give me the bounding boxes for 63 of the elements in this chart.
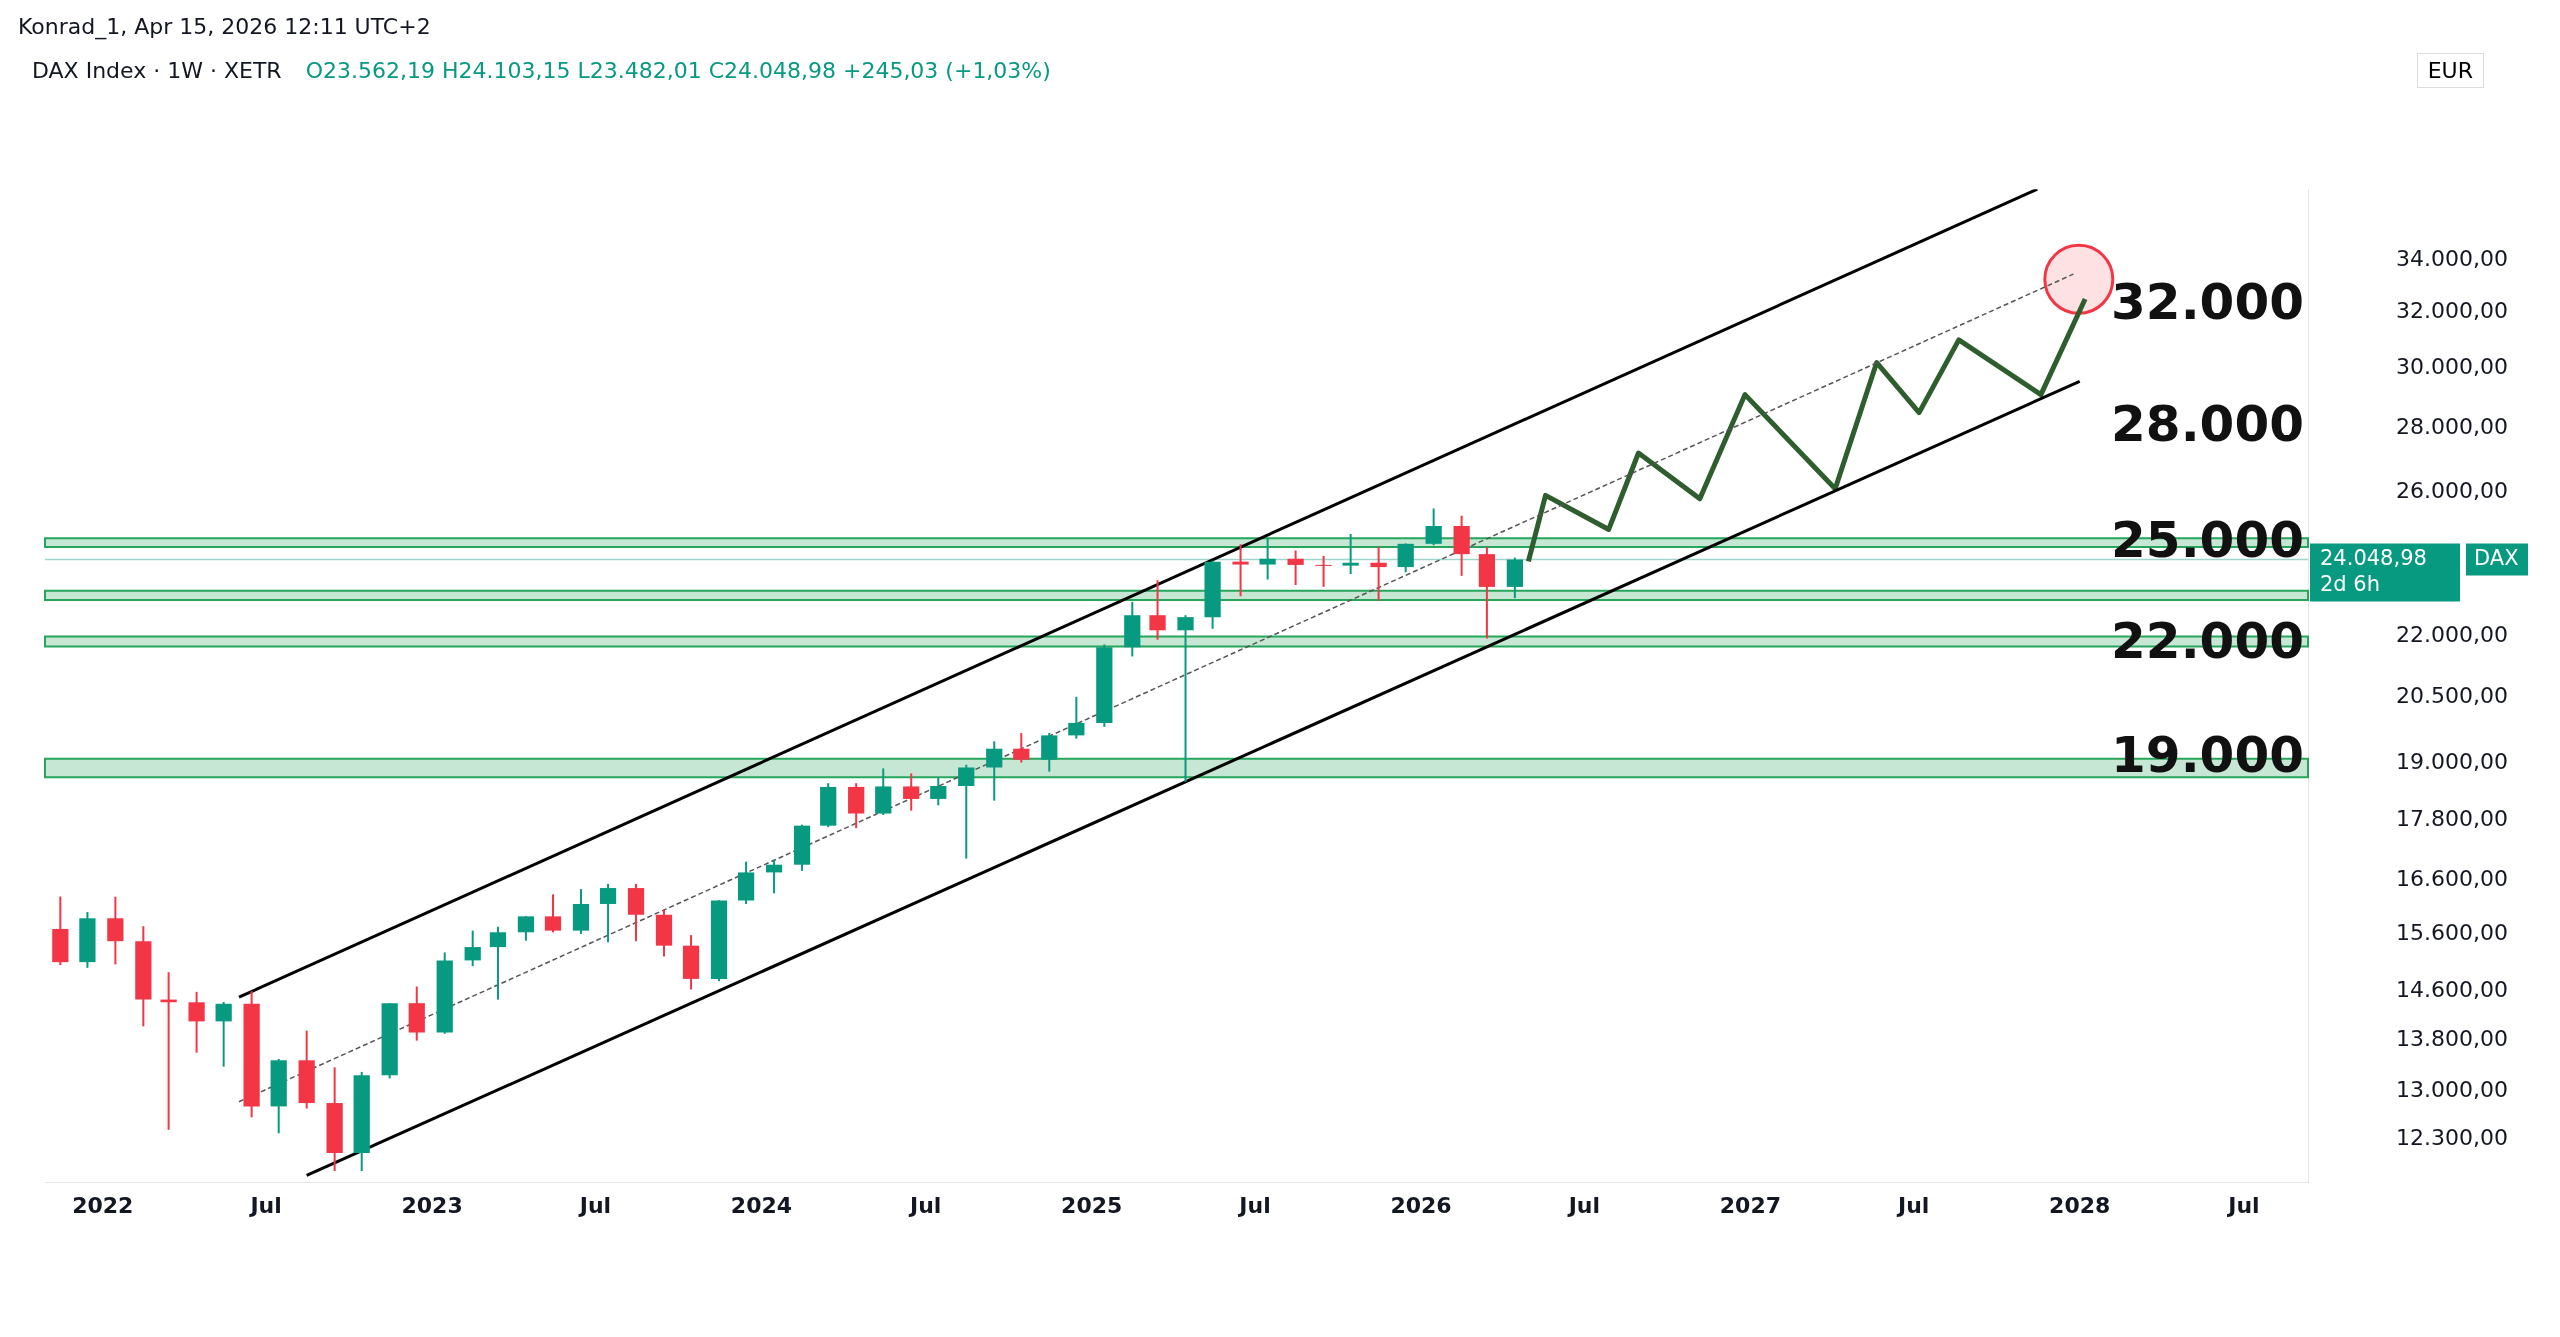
y-tick-label: 30.000,00 [2396,353,2508,379]
candlestick [517,915,535,942]
y-tick-label: 17.800,00 [2396,805,2508,831]
candlestick [903,772,920,812]
y-tick-label: 22.000,00 [2396,622,2508,648]
x-tick-label: Jul [1895,1192,1930,1218]
x-tick-label: 2028 [2049,1192,2111,1218]
text: Konrad_1, Apr 15, 2026 12:11 UTC+2 [17,13,432,42]
candlestick [215,1000,232,1068]
y-tick-label: 26.000,00 [2396,477,2508,503]
candlestick [599,882,617,944]
candlestick [1068,695,1085,740]
y-tick-label: 19.000,00 [2396,749,2508,775]
x-tick-label: Jul [1237,1192,1271,1218]
y-tick-label: 28.000,00 [2396,413,2508,439]
x-tick-label: Jul [577,1192,612,1218]
candlestick [107,895,124,966]
candlestick [930,776,947,807]
candlestick [1315,554,1332,588]
chart-subtitle: O23.562,19 H24.103,15 L23.482,01 C24.048,98 +245,03 (+1,03%) [305,58,1051,83]
text: 2d 6h [2320,571,2381,596]
candlestick [1342,532,1359,576]
candlestick [1425,507,1442,547]
x-tick-label: 2024 [730,1192,793,1218]
x-tick-label: 2023 [401,1192,463,1218]
x-tick-label: 2026 [1390,1192,1452,1218]
y-tick-label: 14.600,00 [2396,976,2508,1002]
candlestick [489,925,507,1001]
x-tick-label: Jul [2226,1192,2260,1218]
y-tick-label: 15.600,00 [2396,919,2508,945]
y-tick-label: 20.500,00 [2396,683,2508,709]
y-tick-label: 12.300,00 [2396,1125,2508,1151]
candlestick [188,990,205,1054]
x-tick-label: 2022 [72,1192,134,1218]
candlestick [958,763,975,860]
y-tick-label: 16.600,00 [2396,865,2508,891]
candlestick [1287,549,1304,587]
chart-title: DAX Index · 1W · XETR [32,58,282,83]
y-axis-title: EUR [2416,53,2484,88]
candlestick [1397,542,1414,574]
x-tick-label: 2025 [1061,1192,1123,1218]
ref-line-label: 24.048,98 [2320,545,2427,570]
candlestick [1259,537,1276,581]
y-tick-label: 13.000,00 [2396,1077,2508,1103]
candlestick [1149,579,1166,641]
x-tick-label: Jul [248,1192,282,1218]
x-tick-label: Jul [1566,1192,1601,1218]
candlestick [1013,731,1030,764]
text: DAX [2474,545,2519,570]
candlestick [1370,546,1387,602]
y-tick-label: 13.800,00 [2396,1025,2508,1051]
y-tick-label: 34.000,00 [2396,245,2508,271]
y-tick-label: 32.000,00 [2396,298,2508,324]
x-tick-label: 2027 [1719,1192,1781,1218]
candlestick [1177,614,1194,783]
candlestick [765,858,783,895]
candlestick [986,740,1003,802]
candlestick [464,929,481,968]
candlestick [1232,543,1249,598]
annotation: 32.000 [2111,273,2304,332]
x-tick-label: Jul [907,1192,942,1218]
annotation: 28.000 [2111,394,2304,453]
candlestick [544,893,562,934]
